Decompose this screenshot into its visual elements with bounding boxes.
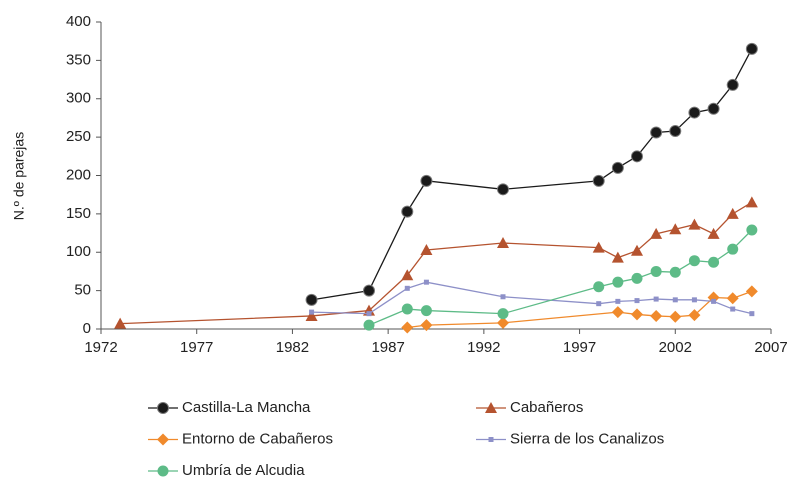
marker: [305, 293, 318, 306]
marker: [612, 276, 624, 288]
marker: [730, 306, 736, 312]
marker: [707, 227, 720, 239]
legend-marker: [488, 437, 494, 442]
legend-marker: [157, 433, 169, 446]
legend-marker: [157, 402, 169, 414]
marker: [650, 265, 662, 277]
marker: [727, 243, 739, 255]
marker: [611, 306, 624, 319]
legend-label: Sierra de los Canalizos: [510, 430, 664, 447]
legend-marker: [157, 465, 169, 477]
marker: [634, 298, 640, 304]
marker: [305, 309, 318, 321]
marker: [615, 298, 621, 304]
x-tick-label: 1982: [276, 339, 309, 356]
y-tick-label: 150: [66, 205, 91, 222]
y-tick-label: 100: [66, 243, 91, 260]
x-tick-label: 1997: [563, 339, 596, 356]
marker: [669, 266, 681, 278]
marker: [669, 223, 682, 235]
marker: [745, 42, 758, 55]
y-axis-label: N.º de parejas: [11, 132, 27, 220]
marker: [592, 174, 605, 187]
marker: [708, 256, 720, 268]
legend-label: Castilla-La Mancha: [182, 399, 311, 416]
marker: [711, 298, 717, 304]
series-line: [311, 281, 753, 315]
x-tick-label: 2007: [754, 339, 787, 356]
x-tick-label: 2002: [659, 339, 692, 356]
y-tick-label: 50: [74, 282, 91, 299]
marker: [420, 243, 433, 255]
x-tick-label: 1987: [371, 339, 404, 356]
marker: [653, 296, 659, 302]
marker: [669, 310, 682, 323]
marker: [401, 269, 414, 281]
marker: [691, 297, 697, 303]
marker: [114, 317, 127, 329]
marker: [497, 183, 509, 196]
y-tick-label: 350: [66, 51, 91, 68]
marker: [366, 311, 372, 317]
marker: [726, 78, 739, 91]
legend-label: Entorno de Cabañeros: [182, 430, 333, 447]
x-tick-label: 1977: [180, 339, 213, 356]
marker: [500, 294, 506, 300]
marker: [420, 305, 432, 317]
legend-marker: [485, 402, 497, 413]
x-tick-label: 1972: [84, 339, 117, 356]
y-tick-label: 0: [83, 320, 91, 337]
marker: [650, 309, 663, 322]
marker: [404, 285, 410, 291]
marker: [631, 244, 643, 256]
marker: [363, 284, 375, 297]
marker: [309, 309, 315, 315]
marker: [688, 218, 701, 230]
series-line: [407, 290, 753, 329]
marker: [650, 227, 663, 239]
y-tick-label: 300: [66, 90, 91, 107]
marker: [497, 308, 509, 320]
series-line: [120, 201, 753, 325]
marker: [746, 224, 758, 236]
marker: [401, 321, 414, 334]
y-tick-label: 200: [66, 166, 91, 183]
marker: [401, 205, 414, 218]
y-tick-label: 400: [66, 13, 91, 30]
marker: [745, 285, 758, 298]
legend-label: Cabañeros: [510, 399, 583, 416]
series-line: [311, 48, 753, 301]
marker: [593, 281, 605, 293]
marker: [707, 102, 720, 115]
marker: [688, 255, 700, 267]
marker: [669, 124, 682, 137]
marker: [363, 319, 375, 331]
marker: [672, 297, 678, 303]
marker: [745, 196, 758, 208]
marker: [611, 251, 624, 263]
marker: [726, 292, 739, 305]
x-tick-label: 1992: [467, 339, 500, 356]
marker: [423, 279, 429, 285]
marker: [363, 304, 375, 316]
marker: [726, 207, 739, 219]
marker: [650, 126, 663, 139]
legend-label: Umbría de Alcudia: [182, 462, 305, 478]
marker: [596, 301, 602, 307]
marker: [420, 319, 433, 332]
marker: [631, 150, 643, 163]
marker: [611, 161, 624, 174]
marker: [631, 308, 643, 321]
marker: [497, 237, 509, 249]
marker: [688, 106, 701, 119]
marker: [631, 272, 643, 284]
marker: [749, 311, 755, 317]
marker: [688, 309, 701, 322]
marker: [420, 174, 433, 187]
marker: [497, 316, 509, 329]
marker: [401, 303, 413, 315]
y-tick-label: 250: [66, 128, 91, 145]
marker: [592, 241, 605, 253]
